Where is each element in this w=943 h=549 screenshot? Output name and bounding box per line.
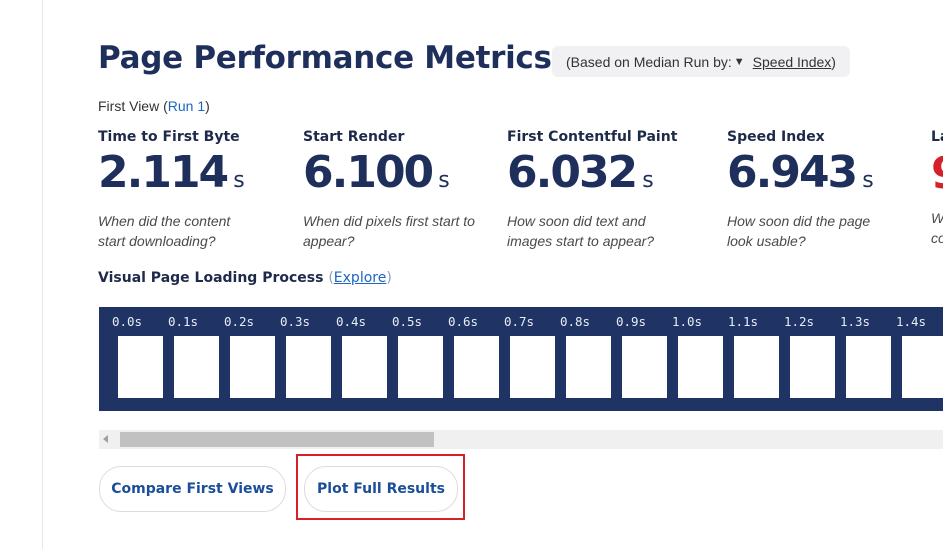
filmstrip-frame[interactable]: 0.5s <box>379 307 443 411</box>
frame-time-label: 1.3s <box>839 314 871 329</box>
frame-thumbnail[interactable] <box>454 336 499 398</box>
frame-thumbnail[interactable] <box>734 336 779 398</box>
filmstrip-frame[interactable]: 1.3s <box>827 307 891 411</box>
filmstrip-frame[interactable]: 1.1s <box>715 307 779 411</box>
median-suffix: ) <box>831 53 836 70</box>
partial-metric-description: W co <box>931 210 943 246</box>
metric-fcp: First Contentful Paint 6.032 s How soon d… <box>507 129 707 251</box>
frame-time-label: 0.2s <box>223 314 255 329</box>
frame-time-label: 0.6s <box>447 314 479 329</box>
run-link[interactable]: Run 1 <box>167 98 206 114</box>
frame-thumbnail[interactable] <box>342 336 387 398</box>
metric-ttfb: Time to First Byte 2.114 s When did the c… <box>98 129 298 251</box>
view-label: First View (Run 1) <box>98 98 210 114</box>
compare-first-views-button[interactable]: Compare First Views <box>99 466 286 512</box>
filmstrip-frame[interactable]: 1.2s <box>771 307 835 411</box>
filmstrip-frame[interactable]: 0.4s <box>323 307 387 411</box>
frame-thumbnail[interactable] <box>678 336 723 398</box>
frame-time-label: 1.0s <box>671 314 703 329</box>
metric-number: 6.032 <box>507 147 638 198</box>
explore-link[interactable]: Explore <box>333 270 387 286</box>
run-close-paren: ) <box>205 98 210 114</box>
frame-thumbnail[interactable] <box>230 336 275 398</box>
metric-description: When did the content start downloading? <box>98 213 231 249</box>
filmstrip-frame[interactable]: 1.4s <box>883 307 943 411</box>
visual-label-text: Visual Page Loading Process <box>98 270 324 286</box>
metric-label: Speed Index <box>727 129 825 145</box>
filmstrip-frame[interactable]: 0.8s <box>547 307 611 411</box>
metric-label: Time to First Byte <box>98 129 240 145</box>
frame-thumbnail[interactable] <box>902 336 943 398</box>
frame-thumbnail[interactable] <box>622 336 667 398</box>
partial-metric-value: 9 <box>931 150 943 196</box>
metric-unit: s <box>438 168 450 193</box>
highlight-box <box>296 454 465 520</box>
scroll-left-arrow-icon[interactable] <box>103 435 108 443</box>
metric-unit: s <box>642 168 654 193</box>
metric-description: How soon did text and images start to ap… <box>507 213 655 249</box>
filmstrip-frame[interactable]: 0.9s <box>603 307 667 411</box>
filmstrip[interactable]: 0.0s 0.1s 0.2s 0.3s 0.4s 0.5s 0.6s 0.7s 0.8s 0.9s… <box>99 307 943 411</box>
filmstrip-frame[interactable]: 0.7s <box>491 307 555 411</box>
filmstrip-frame[interactable]: 0.3s <box>267 307 331 411</box>
frame-time-label: 0.0s <box>111 314 143 329</box>
frame-time-label: 1.1s <box>727 314 759 329</box>
frame-time-label: 0.5s <box>391 314 423 329</box>
metric-label: First Contentful Paint <box>507 129 678 145</box>
metric-description: When did pixels first start to appear? <box>303 213 475 249</box>
frame-thumbnail[interactable] <box>286 336 331 398</box>
frame-time-label: 0.1s <box>167 314 199 329</box>
frame-thumbnail[interactable] <box>118 336 163 398</box>
metric-value: 2.114 s <box>98 149 298 205</box>
frame-time-label: 0.7s <box>503 314 535 329</box>
metric-number: 2.114 <box>98 147 229 198</box>
frame-thumbnail[interactable] <box>510 336 555 398</box>
median-prefix: (Based on Median Run by: <box>566 53 732 70</box>
filmstrip-frame[interactable]: 0.0s <box>99 307 163 411</box>
dropdown-arrow-icon[interactable]: ▼ <box>733 55 745 68</box>
frame-time-label: 0.4s <box>335 314 367 329</box>
metric-value: 6.032 s <box>507 149 707 205</box>
frame-time-label: 1.2s <box>783 314 815 329</box>
filmstrip-scrollbar[interactable] <box>99 430 943 449</box>
metric-start-render: Start Render 6.100 s When did pixels firs… <box>303 129 503 251</box>
run-open-paren: ( <box>163 98 168 114</box>
filmstrip-frame[interactable]: 0.6s <box>435 307 499 411</box>
metric-unit: s <box>233 168 245 193</box>
metric-number: 6.100 <box>303 147 434 198</box>
scrollbar-thumb[interactable] <box>120 432 434 447</box>
frame-time-label: 0.3s <box>279 314 311 329</box>
page-title: Page Performance Metrics <box>98 40 552 76</box>
visual-loading-label: Visual Page Loading Process (Explore) <box>98 270 392 286</box>
metric-value: 6.100 s <box>303 149 503 205</box>
metric-value: 6.943 s <box>727 149 927 205</box>
partial-metric-label: La <box>931 129 943 145</box>
metric-speed-index: Speed Index 6.943 s How soon did the page… <box>727 129 927 251</box>
frame-thumbnail[interactable] <box>174 336 219 398</box>
frame-time-label: 0.9s <box>615 314 647 329</box>
plot-full-results-button[interactable]: Plot Full Results <box>304 466 458 512</box>
left-divider <box>42 0 43 549</box>
metric-unit: s <box>862 168 874 193</box>
filmstrip-frame[interactable]: 0.2s <box>211 307 275 411</box>
metric-description: How soon did the page look usable? <box>727 213 871 249</box>
frame-thumbnail[interactable] <box>846 336 891 398</box>
frame-time-label: 1.4s <box>895 314 927 329</box>
frame-thumbnail[interactable] <box>790 336 835 398</box>
metric-label: Start Render <box>303 129 405 145</box>
filmstrip-frame[interactable]: 0.1s <box>155 307 219 411</box>
median-metric-select[interactable]: Speed Index <box>752 53 832 70</box>
filmstrip-frame[interactable]: 1.0s <box>659 307 723 411</box>
metric-number: 6.943 <box>727 147 858 198</box>
explore-close-paren: ) <box>386 270 392 286</box>
first-view-text: First View <box>98 98 160 114</box>
explore-open-paren: ( <box>328 270 334 286</box>
frame-thumbnail[interactable] <box>566 336 611 398</box>
frame-time-label: 0.8s <box>559 314 591 329</box>
median-run-selector: (Based on Median Run by: ▼ Speed Index ) <box>552 46 850 77</box>
frame-thumbnail[interactable] <box>398 336 443 398</box>
